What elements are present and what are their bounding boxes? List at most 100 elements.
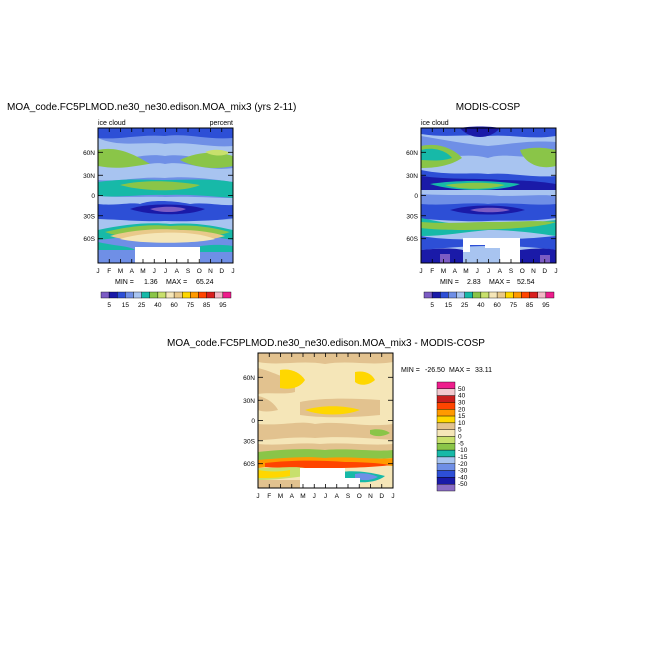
panel-model-x-tick-label: M (118, 268, 123, 275)
panel-obs: MODIS-COSP ice cloud (406, 102, 558, 309)
panel-diff-colorbar-label: -50 (458, 481, 468, 488)
panel-diff-colorbar-label: 0 (458, 434, 462, 441)
panel-model-x-tick-label: S (186, 268, 191, 275)
panel-model-x-tick-label: O (197, 268, 202, 275)
panel-obs-y-tick-label: 60S (406, 236, 418, 243)
panel-obs-colorbar-swatch (448, 291, 457, 299)
panel-obs-min-label: MIN = (440, 279, 459, 286)
panel-obs-colorbar-swatch (472, 291, 482, 299)
panel-obs-colorbar-label: 85 (526, 302, 534, 309)
panel-obs-min-value: 2.83 (467, 279, 481, 286)
panel-diff-colorbar-swatch (436, 456, 456, 464)
panel-obs-max-value: 52.54 (517, 279, 535, 286)
panel-model-colorbar-label: 5 (107, 302, 111, 309)
panel-diff-plot (257, 352, 394, 489)
panel-obs-x-tick-label: N (531, 268, 536, 275)
panel-obs-y-tick-label: 60N (406, 150, 418, 157)
panel-model-title: MOA_code.FC5PLMOD.ne30_ne30.edison.MOA_m… (7, 102, 296, 113)
panel-diff-y-tick-label: 60S (243, 461, 255, 468)
panel-model-colorbar-label: 40 (154, 302, 162, 309)
panel-model-max-value: 65.24 (196, 279, 214, 286)
panel-diff-colorbar-label: 30 (458, 399, 466, 406)
panel-diff-colorbar-label: 15 (458, 413, 466, 420)
panel-obs-colorbar: 5 15 25 40 60 75 85 95 (423, 291, 555, 309)
panel-diff-colorbar-label: 20 (458, 406, 466, 413)
panel-obs-colorbar-swatch (545, 291, 555, 299)
panel-model-colorbar-swatch (198, 291, 207, 299)
panel-model-x-tick-label: A (175, 268, 180, 275)
panel-model-colorbar: 5 15 25 40 60 75 85 95 (100, 291, 232, 309)
panel-model-colorbar-swatch (182, 291, 191, 299)
panel-model-y-tick-label: 30N (83, 173, 95, 180)
panel-model: MOA_code.FC5PLMOD.ne30_ne30.edison.MOA_m… (7, 102, 296, 309)
panel-diff-x-tick-label: O (357, 493, 362, 500)
panel-model-plot (97, 127, 234, 264)
panel-diff-colorbar-swatch (436, 477, 456, 485)
panel-obs-x-tick-label: J (487, 268, 490, 275)
panel-obs-y-tick-label: 0 (414, 193, 418, 200)
panel-model-colorbar-swatch (149, 291, 159, 299)
panel-model-colorbar-swatch (117, 291, 126, 299)
panel-model-colorbar-swatch (206, 291, 215, 299)
panel-obs-y-tick-label: 30N (406, 173, 418, 180)
panel-model-colorbar-swatch (157, 291, 167, 299)
panel-obs-colorbar-swatch (423, 291, 433, 299)
panel-model-max-label: MAX = (166, 279, 187, 286)
panel-diff-colorbar-swatch (436, 395, 456, 403)
panel-model-colorbar-label: 75 (187, 302, 195, 309)
panel-model-right-label: percent (210, 120, 233, 127)
panel-diff-colorbar-swatch (436, 463, 456, 471)
panel-obs-colorbar-swatch (505, 291, 514, 299)
panel-diff-x-tick-label: A (290, 493, 295, 500)
panel-model-colorbar-label: 15 (122, 302, 130, 309)
panel-obs-title: MODIS-COSP (456, 102, 521, 113)
panel-model-colorbar-swatch (190, 291, 199, 299)
panel-diff-colorbar-swatch (436, 415, 456, 424)
panel-model-min-label: MIN = (115, 279, 134, 286)
panel-obs-colorbar-swatch (431, 291, 441, 299)
panel-model-colorbar-swatch (214, 291, 224, 299)
panel-model-colorbar-swatch (173, 291, 183, 299)
panel-model-x-tick-label: J (231, 268, 234, 275)
panel-model-colorbar-swatch (133, 291, 142, 299)
panel-diff-colorbar-label: -15 (458, 454, 468, 461)
panel-diff-x-tick-label: A (335, 493, 340, 500)
panel-obs-colorbar-label: 95 (542, 302, 550, 309)
panel-diff-x-tick-label: D (379, 493, 384, 500)
panel-diff-colorbar-swatch (436, 429, 456, 437)
panel-model-y-tick-label: 30S (83, 213, 95, 220)
panel-diff-colorbar-swatch (436, 402, 456, 410)
panel-diff-x-tick-label: J (324, 493, 327, 500)
panel-diff-colorbar-swatch (436, 381, 456, 390)
panel-diff-x-tick-label: J (391, 493, 394, 500)
panel-model-colorbar-swatch (108, 291, 118, 299)
panel-model-colorbar-label: 95 (219, 302, 227, 309)
panel-model-colorbar-swatch (165, 291, 175, 299)
panel-obs-x-tick-label: D (542, 268, 547, 275)
panel-diff-colorbar-swatch (436, 436, 456, 444)
panel-diff-x-tick-label: J (313, 493, 316, 500)
panel-obs-colorbar-swatch (521, 291, 530, 299)
panel-diff-y-tick-label: 30S (243, 438, 255, 445)
panel-model-colorbar-swatch (125, 291, 134, 299)
panel-diff-colorbar-swatch (436, 449, 456, 458)
panel-model-x-tick-label: J (96, 268, 99, 275)
panel-diff-colorbar-label: -20 (458, 461, 468, 468)
panel-model-colorbar-label: 60 (171, 302, 179, 309)
panel-model-y-tick-label: 60S (83, 236, 95, 243)
panel-model-y-tick-label: 0 (91, 193, 95, 200)
panel-model-colorbar-label: 85 (203, 302, 211, 309)
panel-diff-colorbar-label: -10 (458, 447, 468, 454)
panel-obs-x-tick-label: A (498, 268, 503, 275)
panel-obs-y-tick-label: 30S (406, 213, 418, 220)
panel-obs-colorbar-label: 25 (461, 302, 469, 309)
panel-obs-x-tick-label: S (509, 268, 514, 275)
panel-obs-colorbar-swatch (440, 291, 449, 299)
panel-diff-x-tick-label: N (368, 493, 373, 500)
panel-obs-colorbar-swatch (456, 291, 465, 299)
panel-diff-colorbar-label: 50 (458, 386, 466, 393)
panel-diff-colorbar-swatch (436, 470, 456, 478)
panel-model-y-tick-label: 60N (83, 150, 95, 157)
